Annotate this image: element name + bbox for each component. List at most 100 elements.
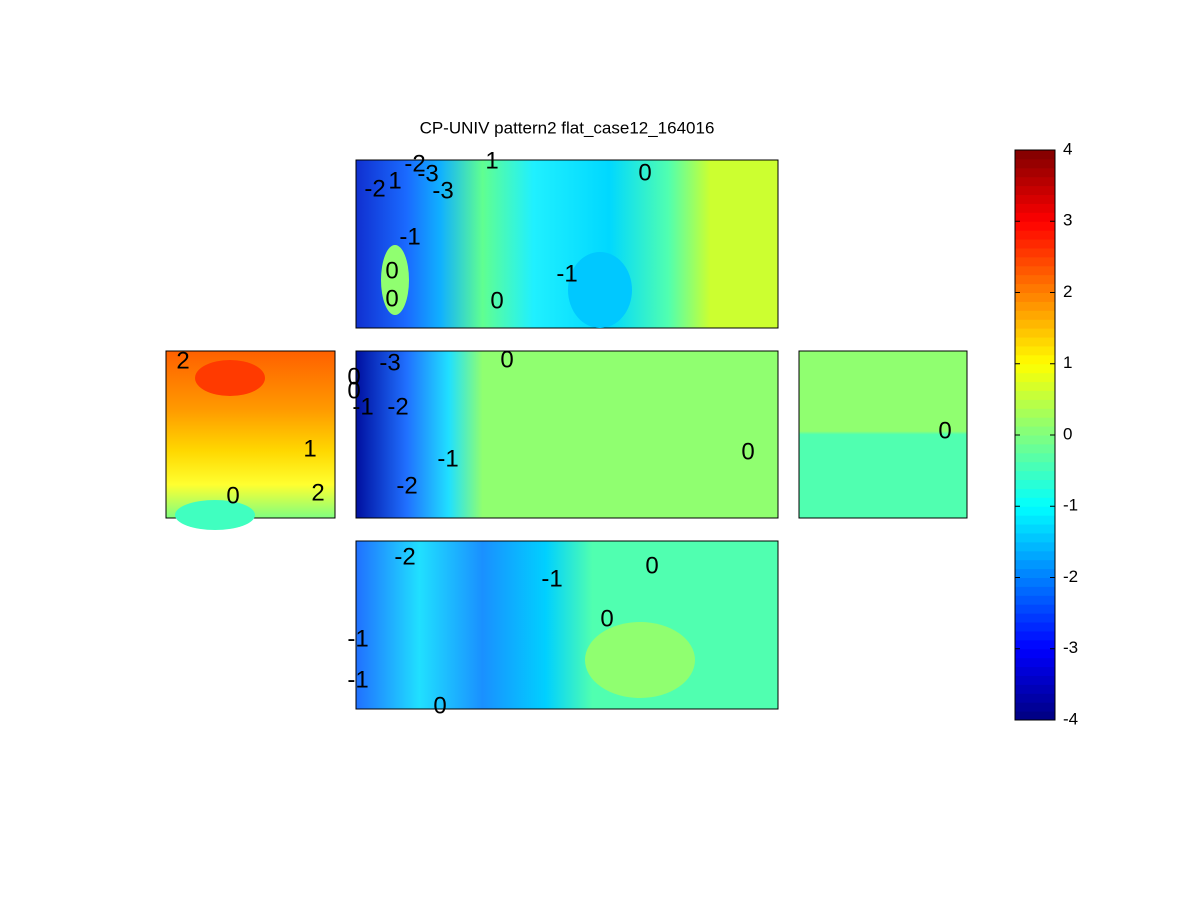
- colorbar-step: [1015, 158, 1055, 169]
- colorbar-step: [1015, 150, 1055, 160]
- colorbar-step: [1015, 479, 1055, 489]
- colorbar-step: [1015, 506, 1055, 516]
- colorbar-step: [1015, 265, 1055, 276]
- colorbar-step: [1015, 390, 1055, 400]
- colorbar-step: [1015, 239, 1055, 249]
- contour-label: 0: [500, 346, 513, 373]
- chart-title: CP-UNIV pattern2 flat_case12_164016: [420, 118, 715, 137]
- panel: [165, 350, 336, 530]
- contour-label: 0: [385, 257, 398, 284]
- colorbar-step: [1015, 310, 1055, 320]
- colorbar-step: [1015, 711, 1055, 721]
- colorbar-step: [1015, 613, 1055, 623]
- colorbar-step: [1015, 221, 1055, 231]
- colorbar-tick-label: 4: [1063, 139, 1072, 158]
- colorbar-step: [1015, 443, 1055, 454]
- contour-label: 1: [303, 435, 316, 462]
- colorbar-step: [1015, 283, 1055, 293]
- colorbar-step: [1015, 274, 1055, 285]
- contour-label: 0: [385, 285, 398, 312]
- colorbar-step: [1015, 203, 1055, 213]
- contour-region: [585, 622, 695, 698]
- colorbar-step: [1015, 532, 1055, 543]
- colorbar-step: [1015, 435, 1055, 445]
- colorbar-step: [1015, 515, 1055, 525]
- colorbar-step: [1015, 470, 1055, 481]
- colorbar-step: [1015, 256, 1055, 267]
- colorbar-step: [1015, 452, 1055, 463]
- panel: [355, 159, 779, 329]
- colorbar-step: [1015, 568, 1055, 578]
- contour-label: -2: [364, 175, 385, 202]
- contour-label: -1: [437, 445, 458, 472]
- panel-field: [355, 540, 779, 710]
- contour-label: -1: [556, 260, 577, 287]
- colorbar-step: [1015, 541, 1055, 552]
- contour-label: -1: [352, 393, 373, 420]
- colorbar-step: [1015, 497, 1055, 507]
- colorbar-step: [1015, 345, 1055, 356]
- colorbar-step: [1015, 648, 1055, 659]
- colorbar-step: [1015, 657, 1055, 668]
- contour-label: -2: [387, 393, 408, 420]
- contour-label: 1: [388, 167, 401, 194]
- contour-label: -3: [417, 160, 438, 187]
- contour-label: 1: [485, 147, 498, 174]
- contour-label: 0: [490, 287, 503, 314]
- contour-label: 0: [600, 605, 613, 632]
- contour-label: 0: [938, 417, 951, 444]
- colorbar-step: [1015, 693, 1055, 703]
- colorbar-step: [1015, 185, 1055, 196]
- colorbar-tick-label: -1: [1063, 496, 1078, 515]
- colorbar-step: [1015, 372, 1055, 383]
- colorbar-step: [1015, 426, 1055, 436]
- contour-label: 0: [645, 552, 658, 579]
- colorbar-tick-label: 0: [1063, 424, 1072, 443]
- colorbar-step: [1015, 408, 1055, 418]
- colorbar-step: [1015, 337, 1055, 347]
- colorbar-step: [1015, 577, 1055, 587]
- contour-label: -1: [541, 565, 562, 592]
- contour-region: [568, 252, 632, 328]
- colorbar-step: [1015, 550, 1055, 561]
- panel-field: [355, 350, 779, 519]
- colorbar-step: [1015, 167, 1055, 178]
- panel-field: [798, 350, 968, 519]
- colorbar-step: [1015, 381, 1055, 391]
- contour-label: -3: [432, 177, 453, 204]
- contour-label: 0: [347, 377, 360, 404]
- colorbar-step: [1015, 702, 1055, 712]
- colorbar-step: [1015, 586, 1055, 596]
- colorbar-step: [1015, 639, 1055, 650]
- colorbar-tick-label: -2: [1063, 567, 1078, 586]
- contour-label: 0: [433, 692, 446, 719]
- colorbar-step: [1015, 247, 1055, 258]
- colorbar-step: [1015, 622, 1055, 632]
- contour-label: -1: [347, 625, 368, 652]
- contour-region: [175, 500, 255, 530]
- colorbar-tick-label: -3: [1063, 638, 1078, 657]
- contour-label: -1: [347, 666, 368, 693]
- contour-label: 0: [741, 438, 754, 465]
- panel: [355, 540, 779, 710]
- contour-label: -2: [394, 543, 415, 570]
- colorbar-step: [1015, 524, 1055, 534]
- colorbar-step: [1015, 230, 1055, 240]
- contour-label: 0: [226, 482, 239, 509]
- colorbar-step: [1015, 417, 1055, 427]
- panel-field: [355, 159, 779, 329]
- colorbar-step: [1015, 684, 1055, 694]
- contour-region: [381, 245, 409, 315]
- colorbar-step: [1015, 363, 1055, 374]
- contour-label: 0: [347, 363, 360, 390]
- colorbar-tick-label: 2: [1063, 282, 1072, 301]
- colorbar-step: [1015, 212, 1055, 222]
- colorbar-step: [1015, 399, 1055, 409]
- colorbar-step: [1015, 666, 1055, 676]
- contour-label: 0: [638, 159, 651, 186]
- colorbar-step: [1015, 328, 1055, 338]
- colorbar-tick-label: 3: [1063, 211, 1072, 230]
- colorbar-tick-label: 1: [1063, 353, 1072, 372]
- colorbar-step: [1015, 675, 1055, 685]
- contour-region: [195, 360, 265, 396]
